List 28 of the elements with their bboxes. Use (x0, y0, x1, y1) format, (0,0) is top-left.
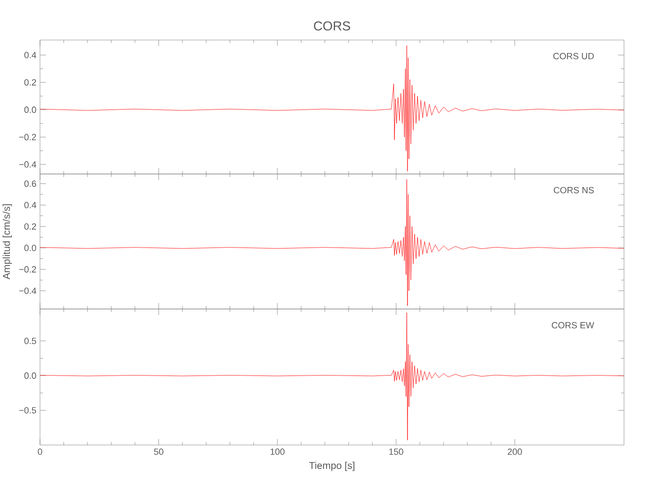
y-tick-label: 0.5 (24, 338, 36, 344)
line-series (40, 179, 624, 306)
x-tick-label: 200 (508, 448, 522, 455)
x-axis-title: Tiempo [s] (309, 462, 354, 471)
x-tick-label: 100 (270, 448, 285, 455)
annotation: CORS NS (554, 186, 594, 194)
y-tick-label: −0.5 (19, 407, 36, 414)
y-tick-label: 0.2 (24, 223, 36, 230)
y-tick-label: 0.2 (24, 79, 36, 86)
y-tick-label: 0.0 (24, 244, 36, 252)
x-tick-label: 150 (389, 448, 404, 455)
y-tick-label: 0.6 (24, 180, 36, 187)
annotation: CORS UD (553, 52, 594, 60)
y-tick-label: 0.0 (24, 106, 36, 113)
y-tick-label: −0.2 (19, 266, 36, 273)
chart-title: CORS (314, 21, 350, 31)
y-tick-label: −0.4 (19, 161, 36, 168)
line-series (40, 45, 624, 172)
y-axis-title: Amplitud [cm/s/s] (2, 204, 12, 280)
line-series (40, 312, 624, 440)
y-tick-label: 0.4 (24, 202, 36, 208)
annotation: CORS EW (552, 322, 594, 328)
y-tick-label: 0.4 (24, 52, 36, 58)
y-tick-label: −0.4 (19, 288, 36, 294)
y-tick-label: −0.2 (19, 134, 36, 140)
x-tick-label: 0 (38, 448, 42, 455)
x-tick-label: 50 (154, 448, 164, 455)
y-tick-label: 0.0 (24, 372, 36, 379)
